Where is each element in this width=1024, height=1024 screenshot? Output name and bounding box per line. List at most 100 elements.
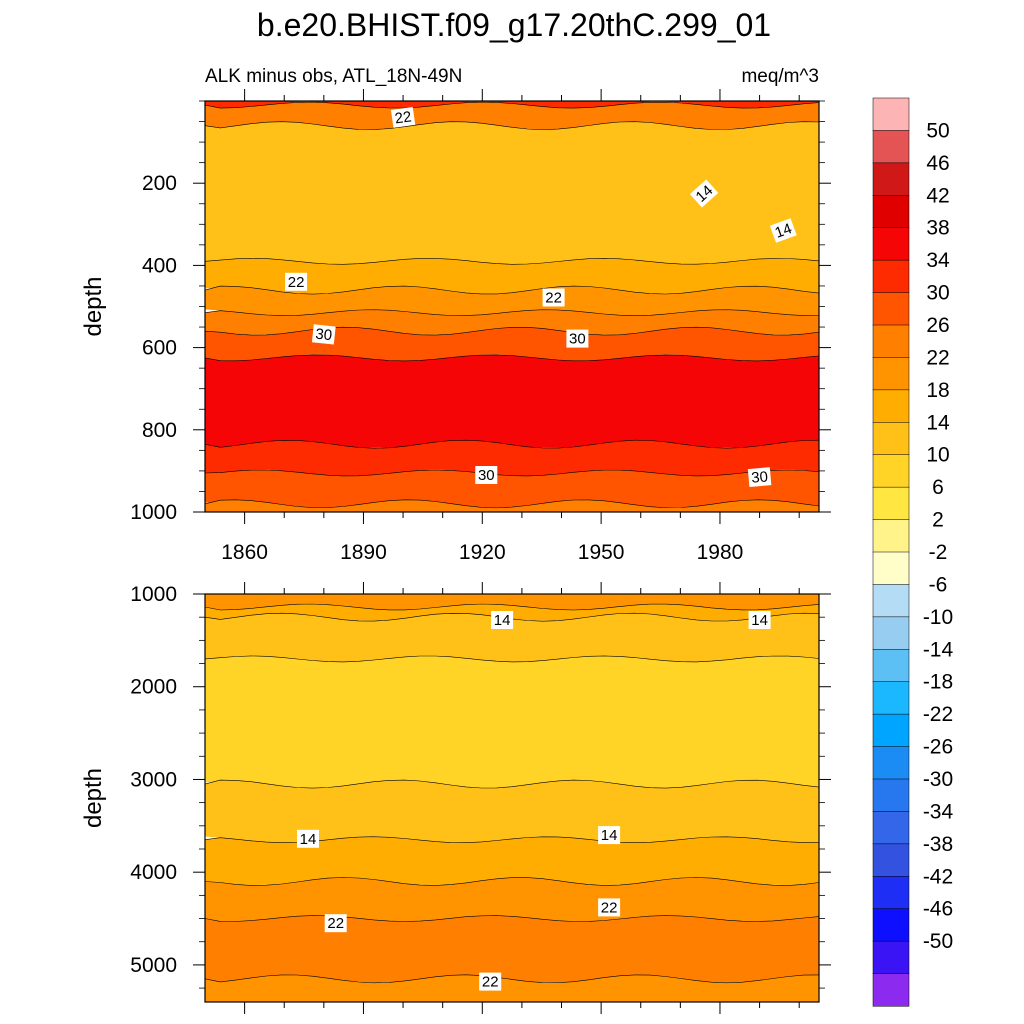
- colorbar-label: 22: [926, 346, 949, 369]
- colorbar-label: -38: [923, 833, 953, 856]
- contour-line: [205, 779, 819, 789]
- contour-label: 14: [297, 829, 319, 848]
- colorbar-box: [872, 486, 910, 521]
- y-tick-label: 200: [142, 172, 177, 195]
- svg-text:30: 30: [751, 468, 769, 486]
- contour-line: [205, 285, 819, 295]
- x-tick-label: 1860: [221, 541, 268, 564]
- colorbar-label: 14: [926, 411, 950, 434]
- contour-line: [205, 603, 819, 611]
- svg-text:22: 22: [394, 108, 413, 127]
- contour-band: [205, 780, 819, 845]
- colorbar-box: [872, 97, 910, 131]
- contour-label: 22: [479, 972, 502, 991]
- colorbar-box: [872, 746, 910, 780]
- colorbar-label: 30: [926, 282, 949, 305]
- svg-text:14: 14: [300, 831, 317, 848]
- colorbar-box: [872, 292, 910, 326]
- colorbar-box: [872, 681, 910, 715]
- colorbar-box: [872, 876, 910, 910]
- colorbar-label: 6: [932, 476, 944, 499]
- colorbar-box: [872, 162, 910, 196]
- colorbar: 50 46 42 38 34 30 26 22 18 14 10 6 2 -2 -6 -10 -14 -18 -22…: [872, 97, 954, 1007]
- colorbar-box: [872, 940, 910, 975]
- plot-title: b.e20.BHIST.f09_g17.20thC.299_01: [257, 7, 771, 43]
- contour-line: [205, 469, 819, 477]
- contour-band: [205, 877, 819, 924]
- contour-band: [205, 354, 819, 448]
- contour-label: 22: [390, 106, 416, 128]
- colorbar-label: 42: [926, 184, 949, 207]
- colorbar-label: -6: [929, 573, 948, 596]
- contour-band: [205, 974, 819, 1002]
- contour-line: [205, 101, 819, 109]
- colorbar-box: [872, 422, 910, 456]
- contour-band: [205, 915, 819, 983]
- colorbar-box: [872, 259, 910, 294]
- colorbar-label: 18: [926, 379, 949, 402]
- colorbar-label: 26: [926, 314, 949, 337]
- contour-line: [205, 974, 819, 984]
- contour-label: 22: [285, 272, 308, 291]
- svg-text:14: 14: [494, 612, 511, 629]
- contour-line: [205, 326, 819, 336]
- contour-line: [205, 121, 819, 131]
- svg-text:22: 22: [545, 290, 562, 307]
- contour-label: 30: [311, 324, 336, 345]
- contour-line: [205, 877, 819, 886]
- colorbar-label: -2: [929, 541, 948, 564]
- colorbar-label: -46: [923, 898, 953, 921]
- x-tick-label: 1950: [578, 541, 625, 564]
- y-axis-label: depth: [80, 768, 107, 828]
- svg-text:30: 30: [315, 326, 333, 345]
- x-tick-label: 1920: [459, 541, 506, 564]
- y-tick-label: 1000: [130, 583, 177, 606]
- colorbar-label: 46: [926, 152, 949, 175]
- svg-text:14: 14: [601, 827, 618, 844]
- contour-band: [205, 258, 819, 294]
- x-tick-label: 1890: [340, 541, 387, 564]
- colorbar-box: [872, 551, 910, 585]
- y-tick-label: 3000: [130, 768, 177, 791]
- y-tick-label: 600: [142, 337, 177, 360]
- colorbar-box: [872, 357, 910, 391]
- colorbar-box: [872, 227, 910, 261]
- colorbar-box: [872, 811, 910, 845]
- contour-label: 22: [598, 898, 621, 917]
- svg-text:22: 22: [288, 274, 305, 291]
- contour-label: 14: [769, 218, 797, 243]
- colorbar-label: -30: [923, 768, 953, 791]
- svg-text:14: 14: [773, 220, 794, 242]
- units-subtitle: meq/m^3: [741, 66, 819, 87]
- colorbar-box: [872, 130, 910, 164]
- colorbar-box: [872, 908, 910, 942]
- colorbar-label: -22: [923, 703, 953, 726]
- colorbar-box: [872, 713, 910, 748]
- y-axis-label: depth: [80, 276, 107, 336]
- contour-line: [205, 309, 819, 317]
- contour-band: [205, 101, 819, 110]
- y-tick-label: 400: [142, 254, 177, 277]
- contour-band: [205, 102, 819, 130]
- contour-line: [205, 439, 819, 449]
- colorbar-label: -26: [923, 736, 953, 759]
- svg-text:30: 30: [478, 467, 495, 484]
- y-tick-label: 2000: [130, 676, 177, 699]
- colorbar-box: [872, 454, 910, 488]
- contour-line: [205, 354, 819, 362]
- colorbar-box: [872, 649, 910, 683]
- colorbar-label: 10: [926, 444, 949, 467]
- colorbar-box: [872, 324, 910, 358]
- left-subtitle: ALK minus obs, ATL_18N-49N: [205, 66, 462, 87]
- contour-label: 30: [475, 466, 498, 484]
- contour-band: [205, 327, 819, 363]
- colorbar-box: [872, 778, 910, 812]
- contour-band: [205, 286, 819, 318]
- contour-line: [205, 655, 819, 663]
- contour-line: [205, 257, 819, 265]
- svg-text:14: 14: [751, 612, 768, 629]
- colorbar-label: -10: [923, 606, 953, 629]
- colorbar-label: -34: [923, 800, 954, 823]
- y-tick-label: 4000: [130, 861, 177, 884]
